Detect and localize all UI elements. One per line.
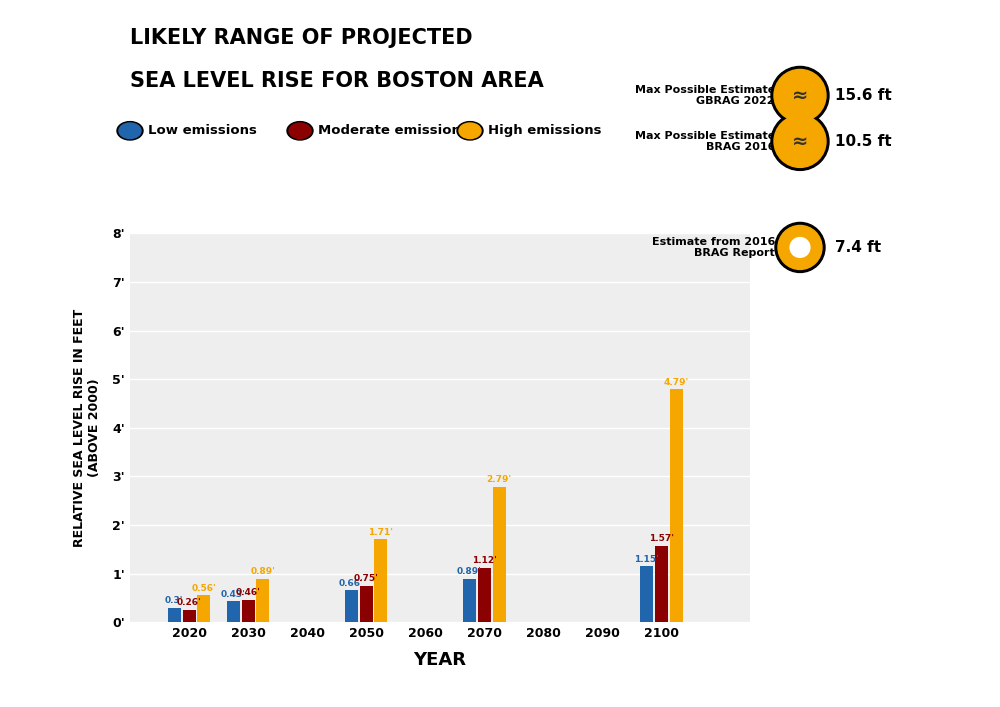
Text: 1.71': 1.71'	[368, 527, 393, 537]
Text: Moderate emissions: Moderate emissions	[318, 124, 469, 137]
Bar	[168, 607, 181, 622]
Bar	[374, 539, 387, 622]
Text: SEA LEVEL RISE FOR BOSTON AREA: SEA LEVEL RISE FOR BOSTON AREA	[130, 71, 544, 90]
Bar	[655, 546, 668, 622]
Text: 0.89': 0.89'	[250, 568, 275, 576]
Text: 0.46': 0.46'	[236, 588, 261, 597]
Bar	[478, 568, 491, 622]
Bar	[345, 590, 358, 622]
Text: 1.15': 1.15'	[634, 555, 659, 564]
Text: 2.79': 2.79'	[486, 475, 512, 484]
Bar	[463, 579, 476, 622]
X-axis label: YEAR: YEAR	[414, 651, 466, 669]
Text: 0.66': 0.66'	[339, 578, 364, 588]
Text: 0.26': 0.26'	[177, 598, 201, 607]
Bar	[360, 585, 373, 622]
Text: 15.6 ft: 15.6 ft	[835, 88, 892, 103]
Text: Estimate from 2016
BRAG Report: Estimate from 2016 BRAG Report	[652, 237, 775, 258]
Bar	[493, 486, 506, 622]
Bar	[227, 601, 240, 622]
Bar	[183, 609, 196, 622]
Y-axis label: RELATIVE SEA LEVEL RISE IN FEET
(ABOVE 2000): RELATIVE SEA LEVEL RISE IN FEET (ABOVE 2…	[73, 309, 101, 547]
Text: 4.79': 4.79'	[664, 378, 689, 387]
Bar	[197, 595, 210, 622]
Bar	[242, 600, 255, 622]
Text: Max Possible Estimate
GBRAG 2022: Max Possible Estimate GBRAG 2022	[635, 85, 775, 106]
Text: 7.4 ft: 7.4 ft	[835, 240, 881, 255]
Text: 1.57': 1.57'	[649, 534, 674, 544]
Text: ≈: ≈	[792, 132, 808, 151]
Bar	[640, 566, 653, 622]
Bar	[670, 390, 683, 622]
Text: Low emissions: Low emissions	[148, 124, 257, 137]
Text: 10.5 ft: 10.5 ft	[835, 134, 892, 149]
Text: Max Possible Estimate
BRAG 2016: Max Possible Estimate BRAG 2016	[635, 131, 775, 152]
Text: LIKELY RANGE OF PROJECTED: LIKELY RANGE OF PROJECTED	[130, 28, 473, 48]
Bar	[256, 579, 269, 622]
Text: ≈: ≈	[792, 86, 808, 105]
Text: 0.56': 0.56'	[191, 583, 216, 592]
Text: 0.43': 0.43'	[221, 590, 246, 599]
Text: 0.3': 0.3'	[165, 596, 184, 605]
Text: 1.12': 1.12'	[472, 556, 497, 566]
Text: High emissions: High emissions	[488, 124, 602, 137]
Text: 0.75': 0.75'	[354, 574, 379, 583]
Text: 0.89': 0.89'	[457, 568, 482, 576]
